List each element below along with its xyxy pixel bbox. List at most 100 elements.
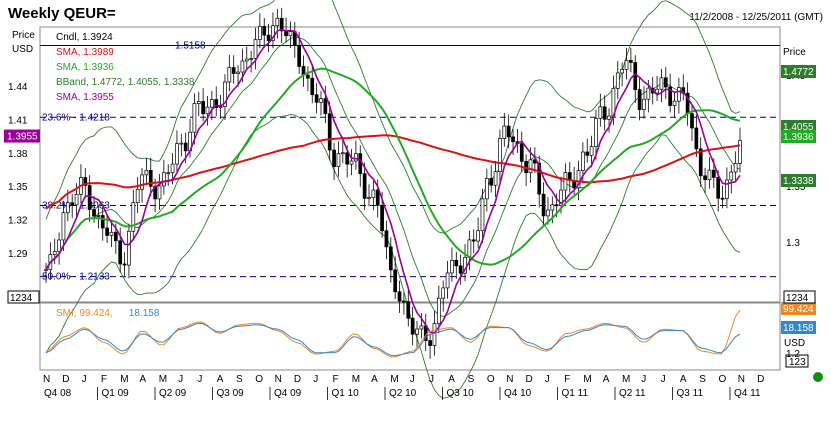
candle-body bbox=[698, 148, 703, 177]
right-price-badge bbox=[781, 65, 816, 78]
right-tick-label: 1.35 bbox=[786, 182, 806, 193]
candle-body bbox=[52, 251, 57, 255]
candle-body bbox=[733, 163, 738, 173]
quarter-tick-label: Q3 10 bbox=[447, 388, 475, 399]
month-tick-label: M bbox=[583, 374, 591, 385]
quarter-tick-label: Q1 10 bbox=[332, 388, 360, 399]
candle-body bbox=[144, 170, 149, 176]
candle-body bbox=[384, 230, 389, 248]
candle-body bbox=[581, 151, 585, 171]
month-tick-label: N bbox=[43, 374, 50, 385]
candle-body bbox=[310, 77, 315, 96]
smi-line bbox=[45, 309, 741, 358]
candle-body bbox=[92, 209, 96, 217]
lower-right-box bbox=[783, 290, 816, 304]
candle-body bbox=[703, 175, 707, 181]
candle-body bbox=[620, 69, 625, 74]
quarter-tick-label: Q3 11 bbox=[677, 388, 704, 399]
quarter-tick-label: Q4 09 bbox=[274, 388, 302, 399]
month-tick-label: A bbox=[680, 374, 687, 385]
candle-body bbox=[210, 99, 214, 108]
month-tick-label: N bbox=[738, 374, 745, 385]
candle-body bbox=[388, 246, 393, 271]
candle-body bbox=[148, 170, 153, 187]
candle-body bbox=[493, 171, 498, 186]
smi-legend-item: SMI, 99.424, bbox=[56, 308, 113, 319]
candle-body bbox=[554, 204, 559, 207]
legend-item: BBand, 1.4772, 1.4055, 1.3338 bbox=[56, 77, 195, 88]
candle-body bbox=[105, 227, 109, 236]
candle-body bbox=[607, 115, 611, 120]
candle-body bbox=[262, 26, 267, 36]
candle-body bbox=[659, 77, 664, 90]
month-tick-label: M bbox=[622, 374, 630, 385]
candle-body bbox=[502, 125, 507, 139]
candle-body bbox=[432, 323, 437, 346]
candle-body bbox=[327, 113, 332, 151]
right-price-badge bbox=[781, 130, 816, 143]
candle-body bbox=[87, 185, 92, 210]
candle-body bbox=[458, 265, 463, 274]
candle-body bbox=[183, 142, 188, 152]
candle-body bbox=[340, 152, 345, 155]
candle-body bbox=[668, 86, 673, 106]
candle-body bbox=[602, 106, 607, 120]
month-tick-label: A bbox=[217, 374, 224, 385]
candle-body bbox=[61, 212, 66, 241]
candle-body bbox=[179, 142, 184, 145]
candle-body bbox=[127, 230, 131, 266]
candle-body bbox=[629, 60, 633, 63]
candle-body bbox=[550, 204, 555, 211]
candle-body bbox=[314, 94, 319, 103]
candle-body bbox=[506, 125, 511, 138]
month-tick-label: J bbox=[313, 374, 318, 385]
bband-upper bbox=[45, 0, 741, 234]
quarter-tick-label: Q4 08 bbox=[44, 388, 72, 399]
month-tick-label: J bbox=[641, 374, 646, 385]
level-label: 38.2% - 1.3063 bbox=[42, 201, 110, 212]
quarter-tick-label: Q4 11 bbox=[734, 388, 761, 399]
candle-body bbox=[100, 215, 105, 229]
candle-body bbox=[672, 100, 677, 106]
candle-body bbox=[720, 197, 725, 200]
candle-body bbox=[70, 202, 75, 206]
candle-body bbox=[214, 99, 219, 108]
candle-body bbox=[716, 177, 721, 199]
candle-body bbox=[406, 301, 411, 319]
quarter-tick-label: Q2 11 bbox=[619, 388, 646, 399]
candle-body bbox=[450, 259, 454, 274]
candle-body bbox=[288, 31, 293, 37]
candle-body bbox=[445, 272, 450, 289]
status-indicator-dot[interactable] bbox=[813, 372, 823, 382]
month-tick-label: J bbox=[429, 374, 434, 385]
month-tick-label: J bbox=[178, 374, 183, 385]
month-tick-label: F bbox=[564, 374, 570, 385]
left-tick-label: 1.29 bbox=[8, 249, 28, 260]
month-tick-label: N bbox=[275, 374, 282, 385]
left-axis-label: Price bbox=[12, 30, 35, 41]
candle-body bbox=[192, 103, 197, 133]
candle-body bbox=[74, 194, 79, 206]
candle-body bbox=[371, 189, 376, 198]
candle-body bbox=[367, 197, 371, 199]
left-tick-label: 1.32 bbox=[8, 216, 28, 227]
right-price-badge-text: 1.3936 bbox=[783, 132, 814, 143]
chart-title: Weekly QEUR= bbox=[8, 5, 116, 22]
candle-body bbox=[157, 185, 162, 200]
quarter-tick-label: Q1 09 bbox=[102, 388, 130, 399]
candle-body bbox=[161, 172, 166, 187]
month-tick-label: O bbox=[255, 374, 263, 385]
level-label: 23.6% - 1.4218 bbox=[42, 112, 110, 123]
candle-body bbox=[271, 25, 275, 41]
smi-box bbox=[785, 354, 809, 368]
smi-box-text: 123 bbox=[789, 357, 806, 368]
right-tick-label: 1.2 bbox=[786, 349, 800, 360]
right-price-badge-text: 1.3338 bbox=[783, 176, 814, 187]
month-tick-label: J bbox=[410, 374, 415, 385]
legend-item: SMA, 1.3955 bbox=[56, 92, 114, 103]
candle-body bbox=[436, 297, 441, 324]
candle-body bbox=[218, 106, 223, 109]
candle-body bbox=[319, 98, 323, 103]
candle-body bbox=[323, 98, 328, 115]
quarter-tick-label: Q1 11 bbox=[562, 388, 589, 399]
